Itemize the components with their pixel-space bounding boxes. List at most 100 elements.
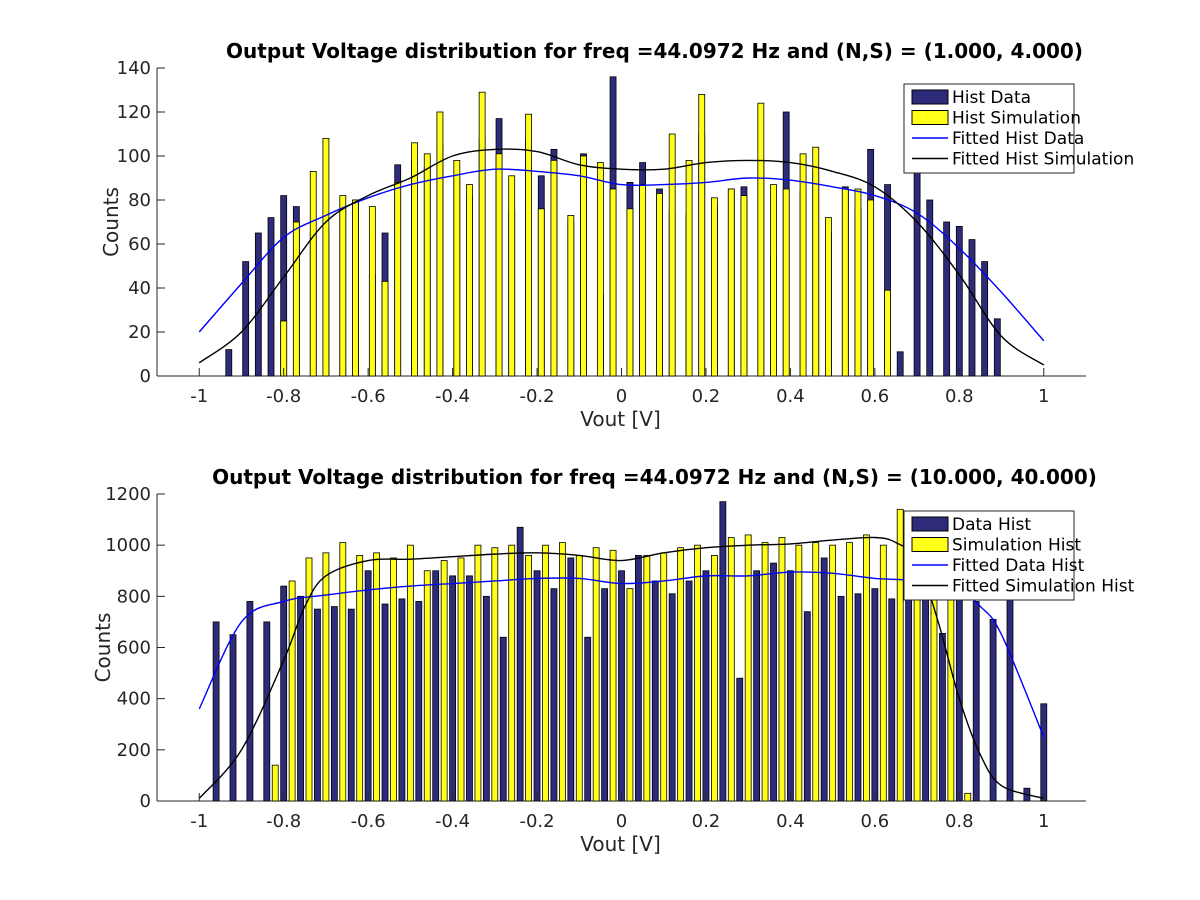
chart-2-legend-swatch	[911, 516, 949, 532]
chart-1-bar	[740, 195, 748, 377]
chart-1-bar	[352, 199, 359, 377]
chart-2-bar	[542, 544, 549, 802]
chart-1-bar	[436, 111, 444, 377]
chart-2-bar	[677, 547, 685, 802]
chart-2-bar	[280, 585, 288, 802]
chart-2-bar	[567, 557, 575, 802]
chart-2-bar	[457, 557, 465, 802]
chart-1-bar	[242, 261, 250, 377]
chart-2-bar	[440, 560, 448, 802]
chart-1-x-tick-label: -0.6	[351, 386, 386, 407]
chart-2-x-tick-label: -0.2	[519, 811, 554, 832]
chart-2-bar	[314, 608, 321, 802]
chart-1-bar	[727, 188, 735, 377]
chart-2-bar	[795, 544, 803, 802]
chart-1-legend-label: Fitted Hist Data	[952, 129, 1084, 149]
chart-2-bar	[634, 555, 642, 802]
chart-2-x-tick-label: 0	[616, 811, 627, 832]
chart-2-bar	[812, 542, 820, 802]
chart-1-bar	[478, 91, 486, 377]
chart-2-bar	[246, 601, 254, 802]
chart-1-x-tick-label: 0.6	[861, 386, 890, 407]
chart-2-x-tick-label: -1	[190, 811, 208, 832]
chart-1-x-tick-label: 0.2	[692, 386, 721, 407]
chart-2-bar	[820, 557, 828, 802]
chart-2-bar	[651, 580, 659, 802]
chart-1-bar	[567, 214, 575, 377]
chart-2-legend-label: Fitted Data Hist	[952, 556, 1085, 576]
chart-1-bar	[698, 94, 706, 377]
chart-2-bar	[339, 542, 347, 802]
chart-2-bar	[558, 542, 566, 802]
chart-2-bar	[212, 621, 220, 802]
chart-2-bar	[364, 570, 372, 802]
chart-1-x-tick-label: -0.8	[266, 386, 301, 407]
chart-1-y-tick-label: 100	[117, 146, 151, 167]
chart-1-bar	[867, 199, 875, 377]
chart-2-bar	[432, 570, 440, 802]
chart-1-bar	[711, 197, 718, 377]
chart-1-bar	[537, 208, 545, 377]
chart-1-bar	[757, 102, 765, 377]
chart-2-bar	[288, 580, 296, 802]
chart-1-x-tick-label: 0.4	[776, 386, 805, 407]
chart-2-bar	[474, 544, 482, 802]
chart-2-bar	[525, 555, 532, 802]
chart-1-bar	[381, 280, 389, 377]
chart-1-bar	[968, 239, 976, 377]
chart-1-y-tick-label: 120	[117, 102, 151, 123]
chart-1-title: Output Voltage distribution for freq =44…	[226, 39, 1083, 63]
chart-2-bar	[753, 570, 761, 802]
chart-1-bar	[411, 142, 418, 377]
chart-2-bar	[271, 764, 279, 802]
chart-1-bar	[825, 217, 832, 377]
chart-2-bar	[229, 634, 237, 802]
chart-1-y-tick-label: 140	[117, 58, 151, 79]
chart-2-bar	[685, 580, 693, 802]
chart-2-bar	[584, 636, 592, 802]
chart-1-bar	[339, 195, 347, 377]
chart-2-bar	[939, 633, 946, 802]
chart-2-bar	[736, 677, 744, 802]
chart-2-bar	[787, 570, 794, 802]
chart-2-y-tick-label: 800	[117, 586, 151, 607]
chart-2-bar	[466, 575, 473, 802]
chart-1-y-axis-label: Counts	[99, 187, 123, 257]
chart-2-x-tick-label: 1	[1038, 811, 1049, 832]
chart-2-bar	[618, 570, 625, 802]
chart-2-bar	[415, 601, 423, 802]
chart-2-legend-label: Simulation Hist	[952, 536, 1081, 556]
chart-1-legend-label: Fitted Hist Simulation	[952, 150, 1134, 170]
chart-2-bar-series-1	[212, 501, 1048, 802]
chart-2-x-tick-label: -0.4	[435, 811, 470, 832]
chart-2-bar	[744, 534, 752, 802]
chart-2-bar	[719, 501, 727, 802]
chart-2-bar	[660, 552, 668, 802]
chart-2-bar	[863, 534, 870, 802]
chart-2-bar	[922, 583, 929, 802]
chart-2-bar	[626, 588, 634, 802]
chart-1-bar	[668, 133, 676, 377]
chart-2-bar	[390, 557, 397, 802]
chart-1-bar	[525, 113, 532, 377]
chart-2-bar	[888, 598, 896, 802]
chart-1-bar	[267, 217, 275, 377]
chart-1-bar	[841, 188, 849, 377]
chart-2-bar	[837, 595, 845, 802]
chart-2-bar	[423, 570, 431, 802]
chart-1-y-tick-label: 60	[128, 234, 151, 255]
chart-2-bar	[989, 618, 997, 802]
chart-2-bar	[347, 608, 355, 802]
chart-2-bar	[449, 575, 456, 802]
chart-1-bar	[609, 188, 617, 377]
chart-2-y-tick-label: 1000	[105, 535, 151, 556]
chart-2-bar	[854, 593, 862, 802]
chart-1-bar	[423, 153, 431, 377]
chart-2-bar	[356, 555, 364, 802]
chart-2-bar	[803, 611, 811, 802]
chart-1-y-tick-label: 20	[128, 322, 151, 343]
chart-1-fit-line-1	[198, 168, 1045, 342]
chart-1-bar	[466, 184, 473, 377]
chart-2-y-tick-label: 600	[117, 638, 151, 659]
